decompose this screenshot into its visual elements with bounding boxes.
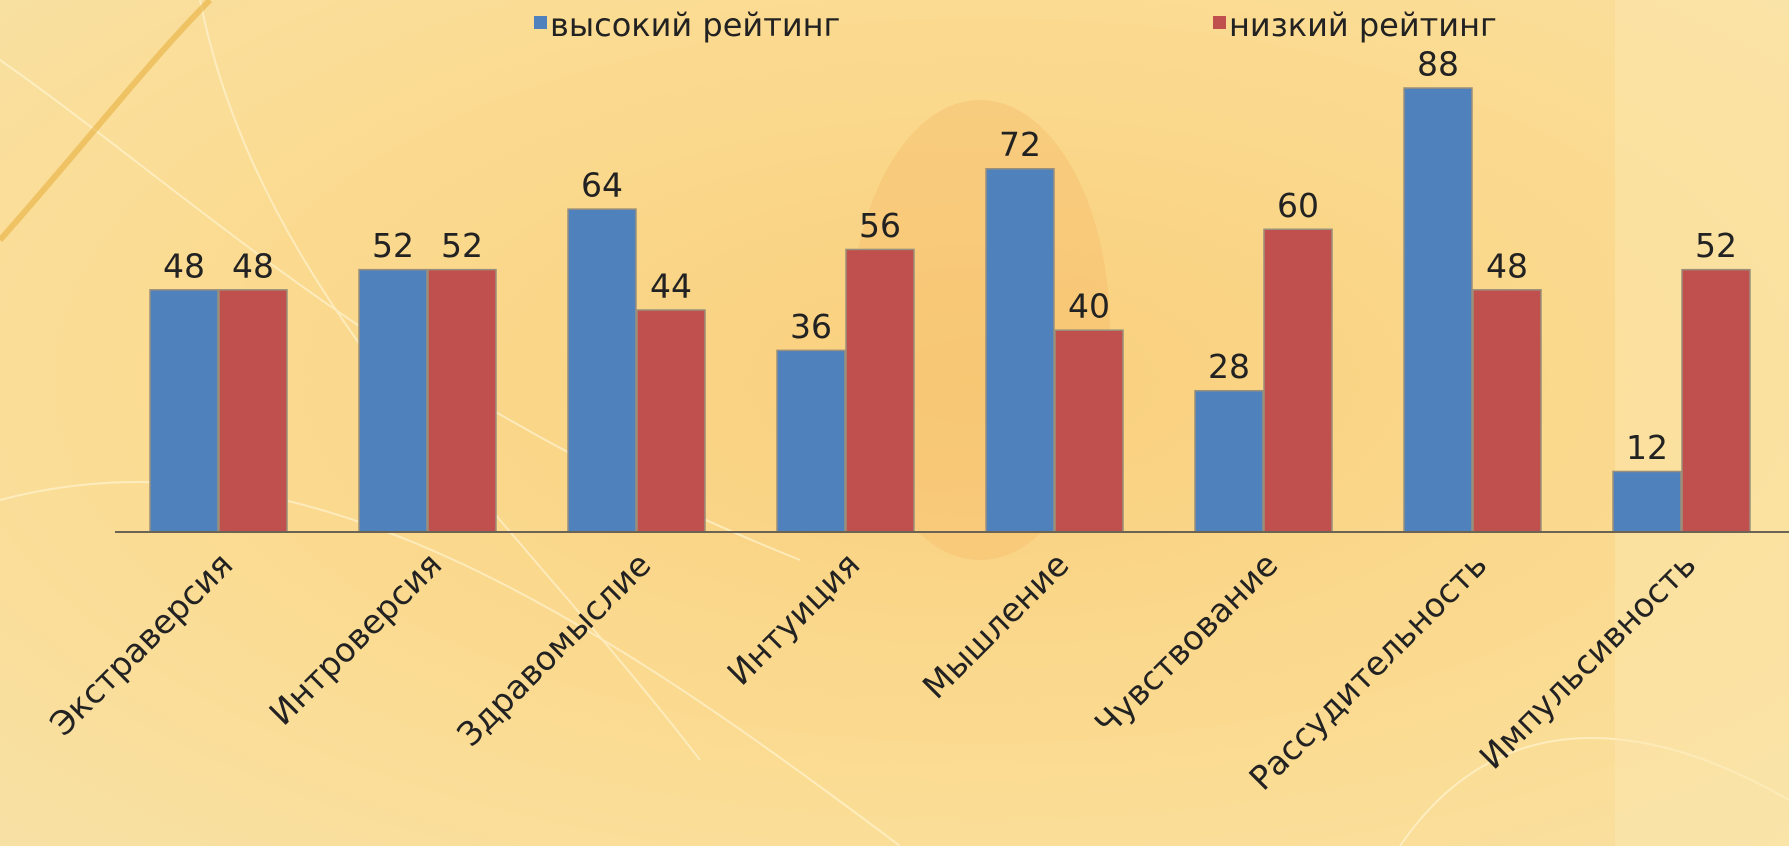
data-label: 52 (441, 226, 483, 265)
data-label: 28 (1208, 347, 1250, 386)
data-label: 12 (1626, 428, 1668, 467)
bar (219, 290, 287, 532)
bar (637, 310, 705, 532)
bar (359, 270, 427, 532)
legend-label: низкий рейтинг (1229, 6, 1497, 44)
bar (777, 350, 845, 532)
data-label: 52 (372, 226, 414, 265)
bar (1682, 270, 1750, 532)
data-label: 44 (650, 267, 692, 306)
data-label: 48 (1486, 246, 1528, 285)
chart: высокий рейтингнизкий рейтинг4848Экстрав… (0, 0, 1789, 846)
data-label: 72 (999, 125, 1041, 164)
data-label: 60 (1277, 186, 1319, 225)
legend-swatch (1213, 16, 1226, 29)
bar (1264, 229, 1332, 532)
bar (986, 169, 1054, 532)
bar (1055, 330, 1123, 532)
bar (1195, 391, 1263, 532)
data-label: 56 (859, 206, 901, 245)
legend-swatch (534, 16, 547, 29)
bar (428, 270, 496, 532)
bar (150, 290, 218, 532)
bar (1473, 290, 1541, 532)
bar (568, 209, 636, 532)
bar (1404, 88, 1472, 532)
bar (1613, 471, 1681, 532)
bar (846, 249, 914, 532)
data-label: 48 (232, 246, 274, 285)
legend-label: высокий рейтинг (550, 6, 840, 44)
data-label: 52 (1695, 226, 1737, 265)
data-label: 48 (163, 246, 205, 285)
data-label: 64 (581, 166, 623, 205)
data-label: 36 (790, 307, 832, 346)
data-label: 88 (1417, 45, 1459, 84)
data-label: 40 (1068, 287, 1110, 326)
